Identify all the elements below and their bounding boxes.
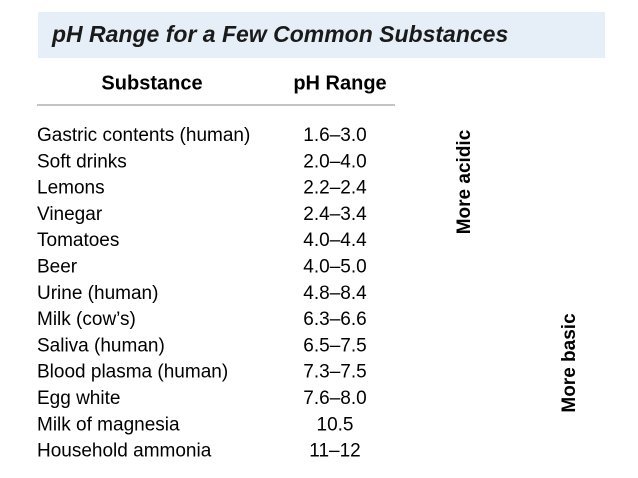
ph-range: 2.0–4.0 <box>303 151 366 172</box>
substance: Milk of magnesia <box>37 414 180 435</box>
substance: Saliva (human) <box>37 335 165 356</box>
column-header: Substance <box>101 72 202 94</box>
substance: Urine (human) <box>37 283 158 304</box>
ph-range: 11–12 <box>309 441 360 462</box>
ph-range: 2.4–3.4 <box>303 204 367 225</box>
substance: Lemons <box>37 178 105 199</box>
ph-range: 7.3–7.5 <box>303 362 366 383</box>
ph-range: 4.0–5.0 <box>303 257 366 278</box>
ph-range: 4.0–4.4 <box>303 230 367 251</box>
side-label: More acidic <box>454 129 475 234</box>
ph-range: 10.5 <box>317 414 354 435</box>
ph-range: 1.6–3.0 <box>303 125 366 146</box>
ph-range: 6.5–7.5 <box>303 335 366 356</box>
ph-range: 2.2–2.4 <box>303 178 367 199</box>
substance: Egg white <box>37 388 120 409</box>
substance: Vinegar <box>37 204 103 225</box>
column-header: pH Range <box>293 72 386 94</box>
substance: Household ammonia <box>37 441 212 462</box>
substance: Beer <box>37 257 78 278</box>
table-body: Gastric contents (human) 1.6–3.0 Soft drin… <box>37 125 367 462</box>
substance: Blood plasma (human) <box>37 362 228 383</box>
substance: Milk (cow’s) <box>37 309 136 330</box>
substance: Tomatoes <box>37 230 119 251</box>
substance: Soft drinks <box>37 151 127 172</box>
ph-range: 6.3–6.6 <box>303 309 366 330</box>
ph-range: 4.8–8.4 <box>303 283 367 304</box>
title-banner <box>38 12 605 58</box>
substance: Gastric contents (human) <box>37 125 250 146</box>
title: pH Range for a Few Common Substances <box>51 21 508 47</box>
ph-range: 7.6–8.0 <box>303 388 366 409</box>
side-label: More basic <box>559 313 580 413</box>
